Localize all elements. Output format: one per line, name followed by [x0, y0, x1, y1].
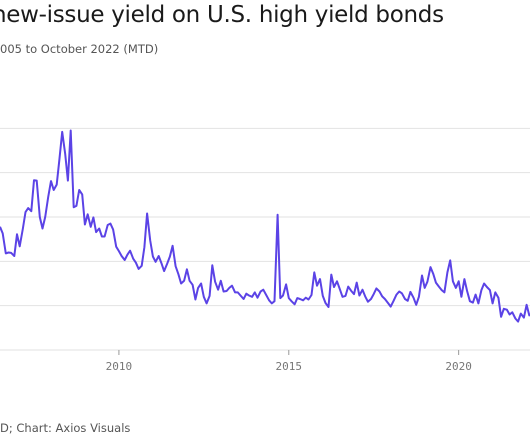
x-tick-label: 2010 [106, 360, 133, 373]
chart-title: new-issue yield on U.S. high yield bonds [0, 2, 444, 28]
x-tick-label: 2020 [445, 360, 472, 373]
gridlines [0, 127, 530, 351]
x-axis-ticks: 2010 2015 2020 [106, 350, 472, 373]
series-layer [0, 129, 530, 323]
source-note: D; Chart: Axios Visuals [0, 421, 131, 435]
chart-subtitle: 005 to October 2022 (MTD) [0, 42, 159, 56]
x-tick-label: 2015 [276, 360, 303, 373]
series-line-0 [0, 129, 530, 323]
